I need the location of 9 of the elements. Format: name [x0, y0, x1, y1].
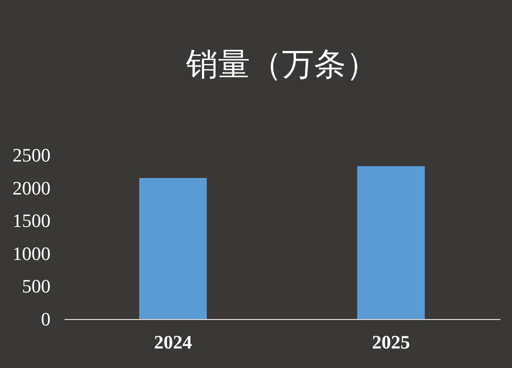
- chart-title: 销量（万条）: [185, 45, 378, 83]
- y-tick-label: 1500: [12, 211, 50, 232]
- x-tick-label: 2024: [154, 332, 192, 354]
- y-tick-label: 1000: [12, 244, 50, 265]
- y-tick-label: 2000: [12, 178, 50, 200]
- y-tick-label: 2500: [12, 146, 50, 166]
- y-tick-label: 0: [41, 310, 50, 330]
- x-tick-label: 2025: [372, 332, 410, 354]
- y-tick-label: 500: [22, 276, 50, 298]
